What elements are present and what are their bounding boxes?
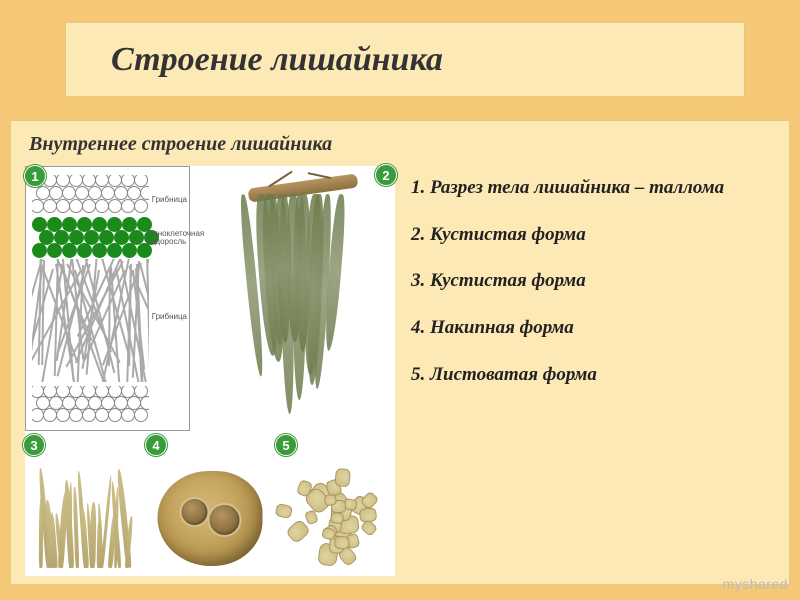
apothecium (179, 497, 209, 527)
panel-cross-section: 1 Грибница Одноклеточная водоросль Грибн… (25, 166, 190, 431)
label-algae: Одноклеточная водоросль (147, 230, 193, 246)
apothecium (207, 503, 241, 537)
usnea-body (243, 194, 363, 419)
diagram-area: 1 Грибница Одноклеточная водоросль Грибн… (25, 166, 395, 576)
foliose-body (282, 468, 390, 568)
subtitle: Внутреннее строение лишайника (29, 133, 771, 156)
list-item: 3. Кустистая форма (411, 269, 781, 294)
list-area: 1. Разрез тела лишайника – таллома 2. Ку… (411, 176, 781, 409)
panel-fruticose-hanging: 2 (210, 166, 395, 431)
watermark: myshared (723, 576, 788, 592)
badge-1: 1 (24, 165, 46, 187)
label-mycelium-top: Грибница (152, 195, 187, 204)
badge-2: 2 (375, 164, 397, 186)
panel-crustose: 4 (147, 436, 272, 576)
medulla (32, 259, 149, 382)
title-box: Строение лишайника (65, 22, 745, 97)
list-item: 5. Листоватая форма (411, 363, 781, 388)
badge-4: 4 (145, 434, 167, 456)
cortex-bottom (32, 386, 149, 424)
crustose-body (157, 471, 262, 566)
cladonia-body (33, 463, 132, 568)
badge-3: 3 (23, 434, 45, 456)
label-mycelium-bot: Грибница (152, 312, 187, 321)
list-item: 2. Кустистая форма (411, 223, 781, 248)
list-item: 4. Накипная форма (411, 316, 781, 341)
page-title: Строение лишайника (111, 41, 443, 79)
content-box: Внутреннее строение лишайника 1 Грибница… (10, 120, 790, 585)
panel-fruticose-bushy: 3 (25, 436, 140, 576)
badge-5: 5 (275, 434, 297, 456)
algae-layer (32, 217, 149, 259)
panel-foliose: 5 (277, 436, 395, 576)
list-item: 1. Разрез тела лишайника – таллома (411, 176, 781, 201)
cortex-top (32, 175, 149, 217)
watermark-text: myshared (723, 576, 788, 592)
